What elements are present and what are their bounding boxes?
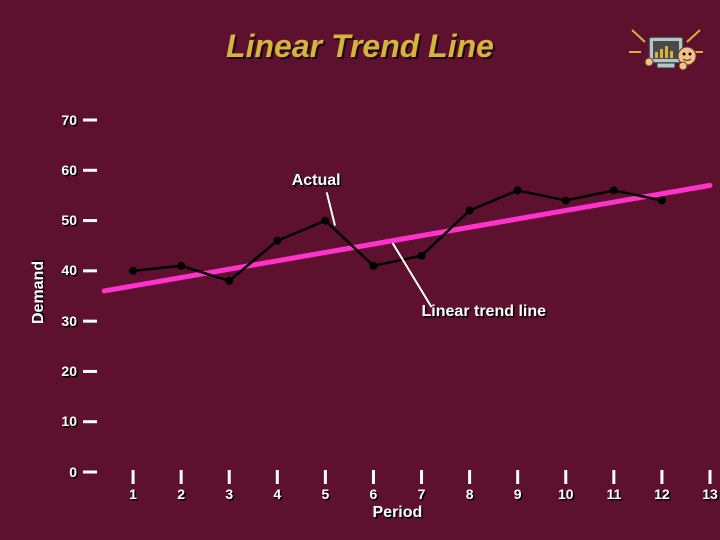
x-tick-label: 10: [551, 486, 581, 502]
y-axis-label: Demand: [30, 261, 48, 324]
y-tick-label: 10: [61, 413, 77, 429]
y-tick-label: 0: [69, 464, 77, 480]
annotation-trend: Linear trend line: [422, 303, 546, 321]
x-tick-label: 3: [214, 486, 244, 502]
y-tick-label: 30: [61, 313, 77, 329]
x-tick-label: 9: [503, 486, 533, 502]
trend-chart: [0, 0, 720, 540]
x-tick-label: 5: [310, 486, 340, 502]
x-tick-label: 13: [695, 486, 720, 502]
x-tick-label: 2: [166, 486, 196, 502]
x-tick-label: 1: [118, 486, 148, 502]
x-tick-label: 7: [407, 486, 437, 502]
x-tick-label: 8: [455, 486, 485, 502]
y-tick-label: 50: [61, 212, 77, 228]
x-axis-label: Period: [373, 504, 423, 522]
x-tick-label: 11: [599, 486, 629, 502]
x-tick-label: 4: [262, 486, 292, 502]
y-tick-label: 20: [61, 363, 77, 379]
x-tick-label: 12: [647, 486, 677, 502]
y-tick-label: 60: [61, 162, 77, 178]
y-tick-label: 70: [61, 112, 77, 128]
y-tick-label: 40: [61, 262, 77, 278]
annotation-actual: Actual: [292, 172, 341, 190]
x-tick-label: 6: [358, 486, 388, 502]
